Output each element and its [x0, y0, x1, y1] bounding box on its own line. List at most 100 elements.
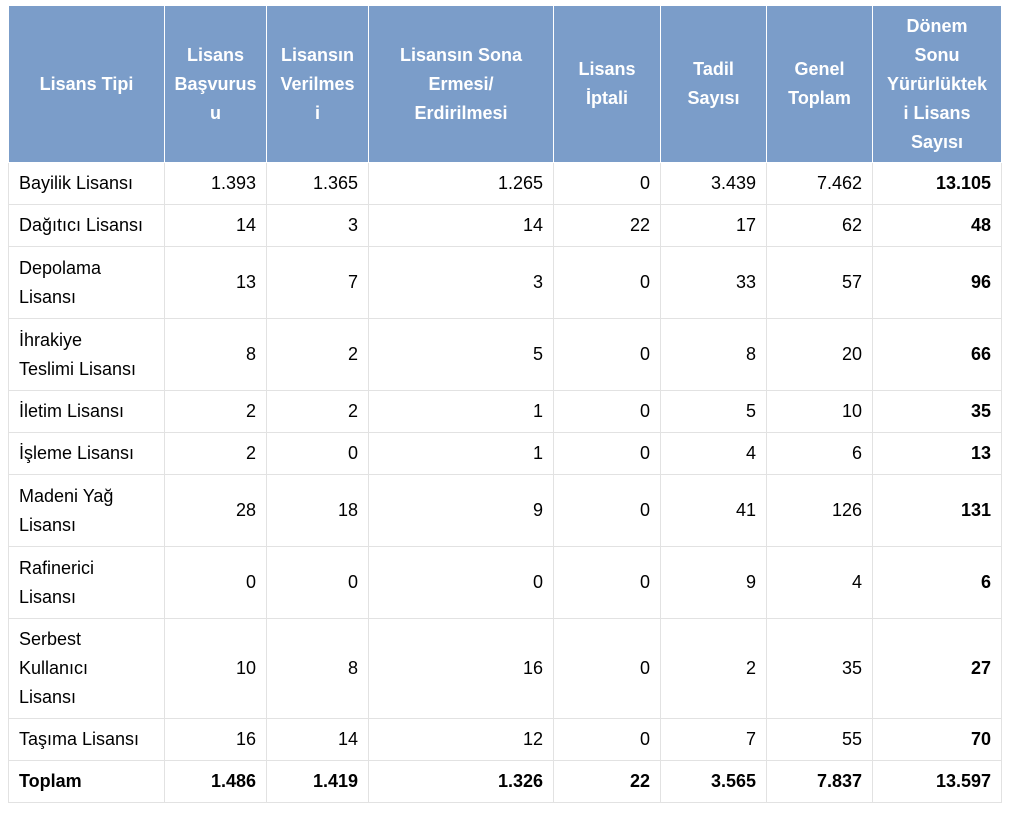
value-cell: 7 [660, 718, 767, 761]
value-cell: 35 [872, 390, 1002, 433]
value-cell: 16 [164, 718, 267, 761]
value-cell: 0 [164, 546, 267, 619]
table-row: Bayilik Lisansı 1.393 1.365 1.265 0 3.439 7.46… [8, 162, 1002, 205]
table-body: Bayilik Lisansı 1.393 1.365 1.265 0 3.439 7.46… [8, 162, 1002, 803]
value-cell: 2 [164, 432, 267, 475]
table-row: Dağıtıcı Lisansı 14 3 14 22 17 62 48 [8, 204, 1002, 247]
value-cell: 35 [766, 618, 873, 719]
table-row: Rafinerici Lisansı 0 0 0 0 9 4 6 [8, 546, 1002, 619]
table-row: Taşıma Lisansı 16 14 12 0 7 55 70 [8, 718, 1002, 761]
table-row: İhrakiye Teslimi Lisansı 8 2 5 0 8 20 66 [8, 318, 1002, 391]
value-cell: 0 [266, 546, 369, 619]
value-cell: 18 [266, 474, 369, 547]
value-cell: 1 [368, 432, 554, 475]
value-cell: 3.565 [660, 760, 767, 803]
value-cell: 17 [660, 204, 767, 247]
value-cell: 14 [368, 204, 554, 247]
value-cell: 28 [164, 474, 267, 547]
value-cell: 131 [872, 474, 1002, 547]
table-row: Serbest Kullanıcı Lisansı 10 8 16 0 2 35 27 [8, 618, 1002, 719]
value-cell: 14 [164, 204, 267, 247]
total-row: Toplam 1.486 1.419 1.326 22 3.565 7.837 13.597 [8, 760, 1002, 803]
value-cell: 57 [766, 246, 873, 319]
value-cell: 27 [872, 618, 1002, 719]
license-type-cell: Serbest Kullanıcı Lisansı [8, 618, 165, 719]
value-cell: 13.105 [872, 162, 1002, 205]
value-cell: 5 [368, 318, 554, 391]
table-row: İşleme Lisansı 2 0 1 0 4 6 13 [8, 432, 1002, 475]
license-type-cell: İhrakiye Teslimi Lisansı [8, 318, 165, 391]
value-cell: 0 [553, 432, 661, 475]
value-cell: 1.486 [164, 760, 267, 803]
value-cell: 0 [368, 546, 554, 619]
value-cell: 7.462 [766, 162, 873, 205]
value-cell: 8 [266, 618, 369, 719]
license-type-cell: İşleme Lisansı [8, 432, 165, 475]
value-cell: 12 [368, 718, 554, 761]
value-cell: 55 [766, 718, 873, 761]
value-cell: 62 [766, 204, 873, 247]
column-header: Lisans Başvurus u [164, 5, 267, 163]
value-cell: 66 [872, 318, 1002, 391]
value-cell: 3.439 [660, 162, 767, 205]
value-cell: 0 [553, 474, 661, 547]
value-cell: 6 [766, 432, 873, 475]
header-row: Lisans Tipi Lisans Başvurus u Lisansın Ver… [8, 5, 1002, 163]
value-cell: 3 [368, 246, 554, 319]
value-cell: 5 [660, 390, 767, 433]
value-cell: 48 [872, 204, 1002, 247]
column-header: Lisansın Verilmes i [266, 5, 369, 163]
value-cell: 0 [553, 318, 661, 391]
value-cell: 9 [368, 474, 554, 547]
value-cell: 2 [660, 618, 767, 719]
value-cell: 20 [766, 318, 873, 391]
column-header: Tadil Sayısı [660, 5, 767, 163]
value-cell: 33 [660, 246, 767, 319]
license-type-cell: İletim Lisansı [8, 390, 165, 433]
column-header: Lisansın Sona Ermesi/ Erdirilmesi [368, 5, 554, 163]
value-cell: 1.419 [266, 760, 369, 803]
column-header: Lisans İptali [553, 5, 661, 163]
value-cell: 0 [553, 162, 661, 205]
value-cell: 7.837 [766, 760, 873, 803]
value-cell: 0 [553, 546, 661, 619]
value-cell: 0 [266, 432, 369, 475]
value-cell: 22 [553, 204, 661, 247]
value-cell: 1 [368, 390, 554, 433]
value-cell: 0 [553, 618, 661, 719]
value-cell: 7 [266, 246, 369, 319]
value-cell: 16 [368, 618, 554, 719]
value-cell: 4 [766, 546, 873, 619]
value-cell: 8 [660, 318, 767, 391]
table-row: Depolama Lisansı 13 7 3 0 33 57 96 [8, 246, 1002, 319]
value-cell: 96 [872, 246, 1002, 319]
license-table: Lisans Tipi Lisans Başvurus u Lisansın Ver… [8, 5, 1002, 803]
value-cell: 41 [660, 474, 767, 547]
column-header: Genel Toplam [766, 5, 873, 163]
value-cell: 8 [164, 318, 267, 391]
value-cell: 0 [553, 246, 661, 319]
value-cell: 2 [266, 318, 369, 391]
license-type-cell: Madeni Yağ Lisansı [8, 474, 165, 547]
value-cell: 0 [553, 390, 661, 433]
value-cell: 13 [164, 246, 267, 319]
value-cell: 1.265 [368, 162, 554, 205]
value-cell: 13 [872, 432, 1002, 475]
value-cell: 2 [266, 390, 369, 433]
column-header: Lisans Tipi [8, 5, 165, 163]
value-cell: 4 [660, 432, 767, 475]
column-header: Dönem Sonu Yürürlüktek i Lisans Sayısı [872, 5, 1002, 163]
license-type-cell: Rafinerici Lisansı [8, 546, 165, 619]
table-row: İletim Lisansı 2 2 1 0 5 10 35 [8, 390, 1002, 433]
value-cell: 126 [766, 474, 873, 547]
value-cell: 9 [660, 546, 767, 619]
license-type-cell: Taşıma Lisansı [8, 718, 165, 761]
license-type-cell: Toplam [8, 760, 165, 803]
value-cell: 0 [553, 718, 661, 761]
license-type-cell: Dağıtıcı Lisansı [8, 204, 165, 247]
value-cell: 10 [164, 618, 267, 719]
value-cell: 13.597 [872, 760, 1002, 803]
value-cell: 10 [766, 390, 873, 433]
value-cell: 2 [164, 390, 267, 433]
license-type-cell: Depolama Lisansı [8, 246, 165, 319]
